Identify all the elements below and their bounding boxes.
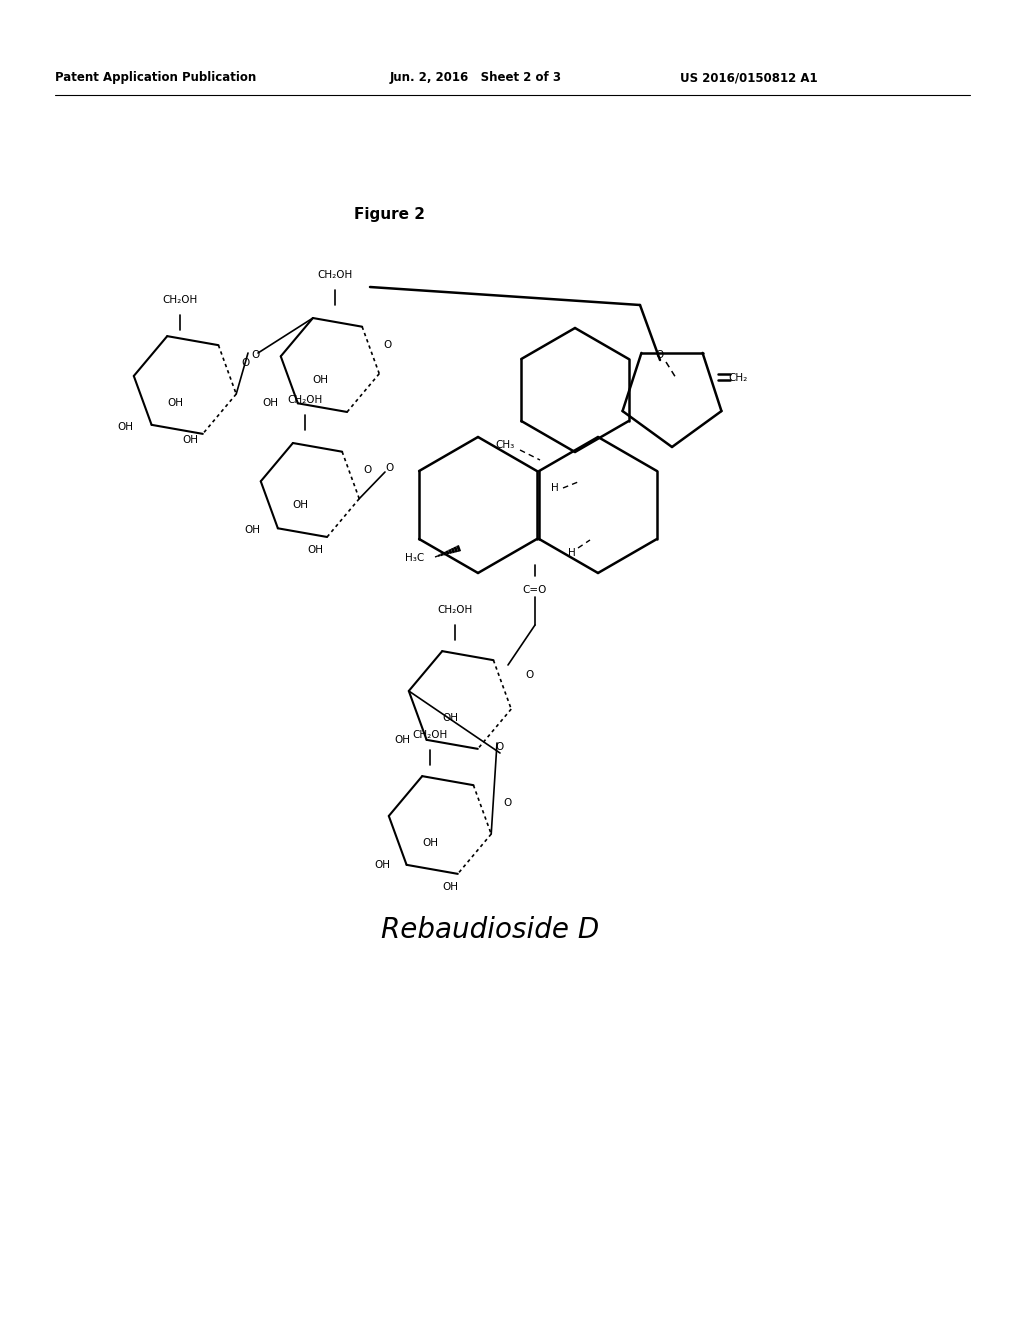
Text: H: H: [551, 483, 559, 492]
Text: OH: OH: [117, 422, 133, 432]
Text: OH: OH: [262, 399, 278, 408]
Text: O: O: [241, 358, 249, 368]
Text: CH₂OH: CH₂OH: [163, 294, 198, 305]
Text: OH: OH: [422, 838, 438, 847]
Text: CH₂OH: CH₂OH: [317, 271, 352, 280]
Text: OH: OH: [167, 399, 183, 408]
Text: C=O: C=O: [523, 585, 547, 595]
Text: O: O: [386, 463, 394, 473]
Text: H₃C: H₃C: [406, 553, 425, 564]
Text: OH: OH: [394, 735, 410, 744]
Text: O: O: [364, 465, 372, 475]
Text: O: O: [656, 350, 665, 360]
Text: OH: OH: [182, 436, 198, 445]
Text: O: O: [384, 341, 392, 350]
Text: OH: OH: [312, 375, 328, 385]
Text: CH₃: CH₃: [496, 440, 515, 450]
Text: Figure 2: Figure 2: [354, 207, 426, 223]
Text: CH₂: CH₂: [728, 374, 748, 383]
Text: OH: OH: [244, 525, 260, 535]
Text: OH: OH: [442, 882, 458, 892]
Text: Rebaudioside D: Rebaudioside D: [381, 916, 599, 944]
Text: OH: OH: [307, 545, 323, 554]
Text: Patent Application Publication: Patent Application Publication: [55, 71, 256, 84]
Text: US 2016/0150812 A1: US 2016/0150812 A1: [680, 71, 817, 84]
Text: CH₂OH: CH₂OH: [288, 395, 323, 405]
Text: Jun. 2, 2016   Sheet 2 of 3: Jun. 2, 2016 Sheet 2 of 3: [390, 71, 562, 84]
Text: OH: OH: [292, 500, 308, 510]
Text: CH₂OH: CH₂OH: [413, 730, 447, 741]
Text: OH: OH: [442, 713, 458, 723]
Text: O: O: [526, 671, 535, 680]
Text: CH₂OH: CH₂OH: [437, 605, 473, 615]
Text: O: O: [504, 799, 512, 808]
Text: OH: OH: [374, 861, 390, 870]
Text: O: O: [496, 742, 504, 752]
Text: H: H: [568, 548, 575, 558]
Text: O: O: [251, 350, 259, 360]
